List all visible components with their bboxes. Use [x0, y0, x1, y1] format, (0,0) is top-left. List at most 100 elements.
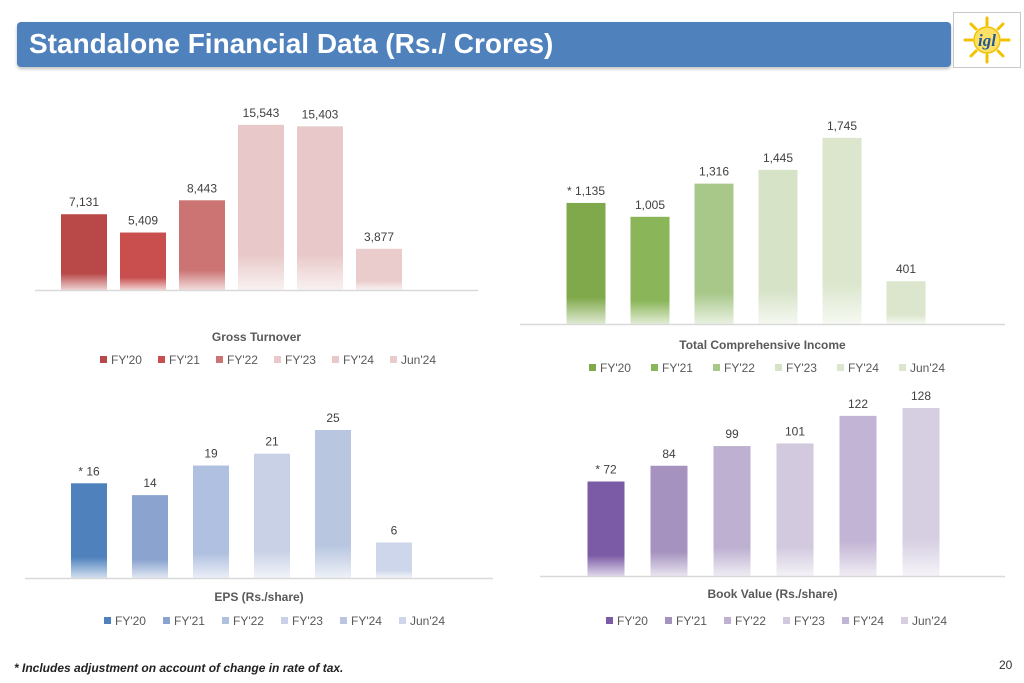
gross-data-label-0: 7,131 — [69, 195, 99, 209]
gross-bar-0 — [61, 214, 107, 290]
gross-legend-label-0: FY'20 — [111, 353, 142, 367]
footnote: * Includes adjustment on account of chan… — [14, 661, 344, 675]
tci-data-label-4: 1,745 — [827, 119, 857, 133]
eps-legend-label-1: FY'21 — [174, 614, 205, 628]
tci-legend-label-4: FY'24 — [848, 361, 879, 375]
gross-legend-swatch-5 — [390, 356, 397, 363]
tci-data-label-3: 1,445 — [763, 151, 793, 165]
bv-data-label-4: 122 — [848, 397, 868, 411]
eps-legend-swatch-5 — [399, 617, 406, 624]
tci-legend-label-3: FY'23 — [786, 361, 817, 375]
eps-legend-swatch-4 — [340, 617, 347, 624]
eps-data-label-3: 21 — [265, 435, 279, 449]
eps-legend-label-3: FY'23 — [292, 614, 323, 628]
page-number: 20 — [999, 658, 1013, 672]
tci-legend-label-2: FY'22 — [724, 361, 755, 375]
bv-legend-label-4: FY'24 — [853, 614, 884, 628]
eps-bar-1 — [132, 495, 168, 578]
page-title: Standalone Financial Data (Rs./ Crores) — [29, 28, 554, 59]
eps-bar-5 — [376, 542, 412, 578]
tci-chart-title: Total Comprehensive Income — [679, 338, 846, 352]
tci-legend-swatch-1 — [651, 364, 658, 371]
bv-legend-swatch-1 — [665, 617, 672, 624]
bv-legend-label-2: FY'22 — [735, 614, 766, 628]
total-comprehensive-income-chart: * 1,135 1,005 1,316 1,445 1,745 401 Total Comp… — [520, 119, 1005, 375]
tci-legend-label-0: FY'20 — [600, 361, 631, 375]
bv-data-label-5: 128 — [911, 389, 931, 403]
gross-bar-5 — [356, 248, 402, 290]
eps-legend-swatch-2 — [222, 617, 229, 624]
gross-turnover-chart: 7,131 5,409 8,443 15,543 15,403 3,877 Gross Tu… — [35, 106, 478, 367]
bv-data-label-2: 99 — [725, 427, 739, 441]
gross-legend-label-1: FY'21 — [169, 353, 200, 367]
eps-bar-3 — [254, 453, 290, 578]
tci-legend-swatch-2 — [713, 364, 720, 371]
tci-bar-0 — [566, 202, 606, 324]
bv-bar-4 — [839, 415, 877, 576]
gross-legend-swatch-2 — [216, 356, 223, 363]
eps-legend-swatch-0 — [104, 617, 111, 624]
logo-text: igl — [978, 31, 996, 50]
bv-legend-swatch-0 — [606, 617, 613, 624]
bv-data-label-3: 101 — [785, 424, 805, 438]
tci-legend-swatch-4 — [837, 364, 844, 371]
eps-data-label-5: 6 — [391, 523, 398, 537]
eps-data-label-0: * 16 — [78, 464, 100, 478]
gross-bar-2 — [179, 200, 225, 290]
bv-legend-swatch-3 — [783, 617, 790, 624]
gross-chart-title: Gross Turnover — [212, 330, 301, 344]
eps-data-label-2: 19 — [204, 447, 218, 461]
tci-bar-5 — [886, 281, 926, 324]
gross-legend-swatch-0 — [100, 356, 107, 363]
eps-legend-label-4: FY'24 — [351, 614, 382, 628]
eps-legend-label-0: FY'20 — [115, 614, 146, 628]
bv-bar-5 — [902, 408, 940, 576]
bv-legend-label-3: FY'23 — [794, 614, 825, 628]
bv-legend-label-1: FY'21 — [676, 614, 707, 628]
gross-legend-label-4: FY'24 — [343, 353, 374, 367]
eps-legend-label-2: FY'22 — [233, 614, 264, 628]
bv-legend-swatch-5 — [901, 617, 908, 624]
bv-legend-label-0: FY'20 — [617, 614, 648, 628]
eps-legend-swatch-3 — [281, 617, 288, 624]
eps-bar-2 — [193, 465, 229, 578]
tci-legend-swatch-0 — [589, 364, 596, 371]
tci-bar-3 — [758, 169, 798, 324]
gross-data-label-4: 15,403 — [302, 107, 339, 121]
gross-legend-swatch-4 — [332, 356, 339, 363]
eps-legend-label-5: Jun'24 — [410, 614, 445, 628]
gross-legend-label-5: Jun'24 — [401, 353, 436, 367]
gross-bar-3 — [238, 124, 284, 290]
tci-bar-1 — [630, 216, 670, 324]
eps-bar-0 — [71, 483, 107, 578]
eps-chart: * 16 14 19 21 25 6 EPS (Rs./share) FY'20 FY'21 FY… — [25, 411, 493, 628]
tci-legend-swatch-5 — [899, 364, 906, 371]
bv-chart-title: Book Value (Rs./share) — [707, 587, 837, 601]
gross-bar-4 — [297, 126, 343, 290]
tci-data-label-5: 401 — [896, 262, 916, 276]
gross-data-label-2: 8,443 — [187, 181, 217, 195]
eps-data-label-4: 25 — [326, 411, 340, 425]
eps-legend-swatch-1 — [163, 617, 170, 624]
gross-legend-swatch-1 — [158, 356, 165, 363]
bv-data-label-0: * 72 — [595, 463, 617, 477]
tci-legend-label-5: Jun'24 — [910, 361, 945, 375]
bv-legend-swatch-4 — [842, 617, 849, 624]
sun-logo-icon: igl — [963, 16, 1011, 64]
gross-legend-swatch-3 — [274, 356, 281, 363]
bv-bar-3 — [776, 443, 814, 576]
eps-data-label-1: 14 — [143, 476, 157, 490]
tci-data-label-2: 1,316 — [699, 165, 729, 179]
igl-logo: igl — [953, 12, 1021, 68]
eps-chart-title: EPS (Rs./share) — [214, 590, 303, 604]
bv-legend-swatch-2 — [724, 617, 731, 624]
tci-legend-swatch-3 — [775, 364, 782, 371]
tci-data-label-1: 1,005 — [635, 198, 665, 212]
bv-bar-2 — [713, 446, 751, 576]
gross-data-label-3: 15,543 — [243, 106, 280, 120]
tci-legend-label-1: FY'21 — [662, 361, 693, 375]
tci-data-label-0: * 1,135 — [567, 184, 605, 198]
eps-bar-4 — [315, 430, 351, 578]
bv-bar-1 — [650, 465, 688, 576]
bv-data-label-1: 84 — [662, 447, 676, 461]
